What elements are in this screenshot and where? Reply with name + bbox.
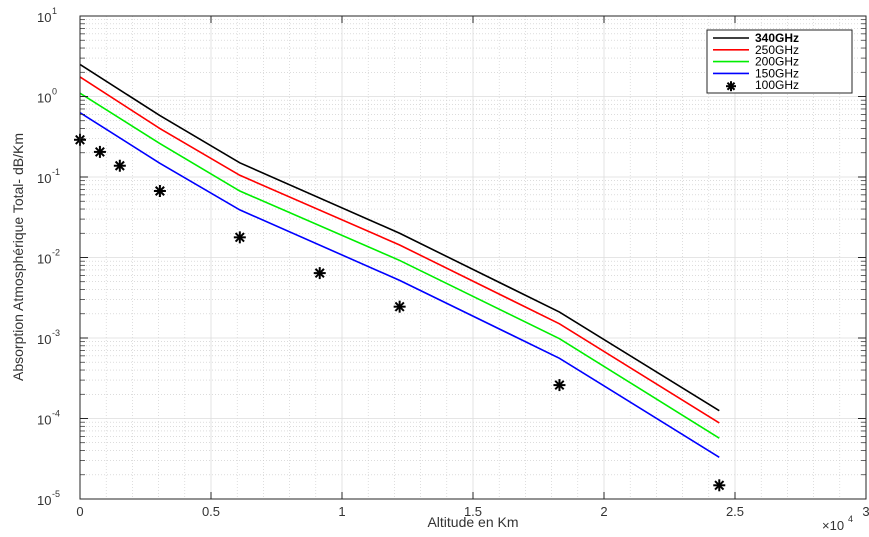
- series-line-250ghz: [79, 76, 720, 424]
- marker-stroke: [394, 301, 405, 312]
- y-tick-label: 10: [37, 91, 51, 106]
- x-tick-label: 1.5: [464, 504, 482, 519]
- legend-label-250ghz: 250GHz: [755, 43, 799, 57]
- x-tick-label: 3: [862, 504, 869, 519]
- marker-stroke: [154, 186, 165, 196]
- marker-stroke: [314, 268, 325, 279]
- svg-text:×10: ×10: [822, 518, 844, 533]
- x-tick-labels: 0 0.5 1 1.5 2 2.5 3: [76, 504, 869, 519]
- x-tick-label: 2.5: [726, 504, 744, 519]
- y-tick-exponent: 1: [52, 6, 57, 16]
- x-axis-multiplier: ×10 4: [822, 514, 853, 533]
- series-layer: [74, 63, 726, 492]
- marker-stroke: [94, 146, 105, 157]
- y-tick-exponent: -4: [52, 409, 60, 419]
- series-point-100ghz: [113, 159, 126, 172]
- marker-stroke: [234, 232, 245, 243]
- legend-label-150ghz: 150GHz: [755, 66, 799, 80]
- series-line-150ghz: [79, 111, 720, 458]
- series-line-200ghz: [79, 92, 720, 439]
- marker-stroke: [714, 480, 725, 491]
- series-point-100ghz: [713, 479, 726, 492]
- legend-label-100ghz: 100GHz: [755, 78, 799, 92]
- legend-swatch-100ghz: [726, 81, 736, 92]
- legend-label-200ghz: 200GHz: [755, 55, 799, 69]
- x-tick-label: 0.5: [202, 504, 220, 519]
- y-tick-label: 10: [37, 252, 51, 267]
- series-point-100ghz: [553, 379, 566, 392]
- x-tick-label: 1: [338, 504, 345, 519]
- series-point-100ghz: [153, 185, 166, 198]
- y-tick-label: 10: [37, 10, 51, 25]
- y-tick-exponent: -2: [52, 248, 60, 258]
- marker-stroke: [554, 380, 565, 391]
- svg-text:4: 4: [848, 514, 853, 524]
- axis-ticks: [79, 15, 867, 500]
- y-tick-label: 10: [37, 332, 51, 347]
- legend-label-340ghz: 340GHz: [755, 31, 799, 45]
- y-tick-exponent: -3: [52, 328, 60, 338]
- x-axis-label: Altitude en Km: [427, 514, 518, 530]
- x-tick-label: 0: [76, 504, 83, 519]
- y-tick-label: 10: [37, 171, 51, 186]
- y-tick-label: 10: [37, 413, 51, 428]
- series-point-100ghz: [313, 267, 326, 280]
- y-tick-exponent: 0: [52, 87, 57, 97]
- y-tick-label: 10: [37, 493, 51, 508]
- y-tick-exponent: -1: [52, 167, 60, 177]
- series-point-100ghz: [393, 300, 406, 313]
- series-point-100ghz: [233, 231, 246, 244]
- series-point-100ghz: [93, 145, 106, 158]
- marker-stroke: [114, 160, 125, 171]
- x-tick-label: 2: [600, 504, 607, 519]
- y-axis-label: Absorption Atmosphérique Total- dB/Km: [10, 133, 26, 381]
- marker-stroke: [726, 81, 736, 91]
- y-tick-exponent: -5: [52, 489, 60, 499]
- series-line-340ghz: [79, 63, 720, 412]
